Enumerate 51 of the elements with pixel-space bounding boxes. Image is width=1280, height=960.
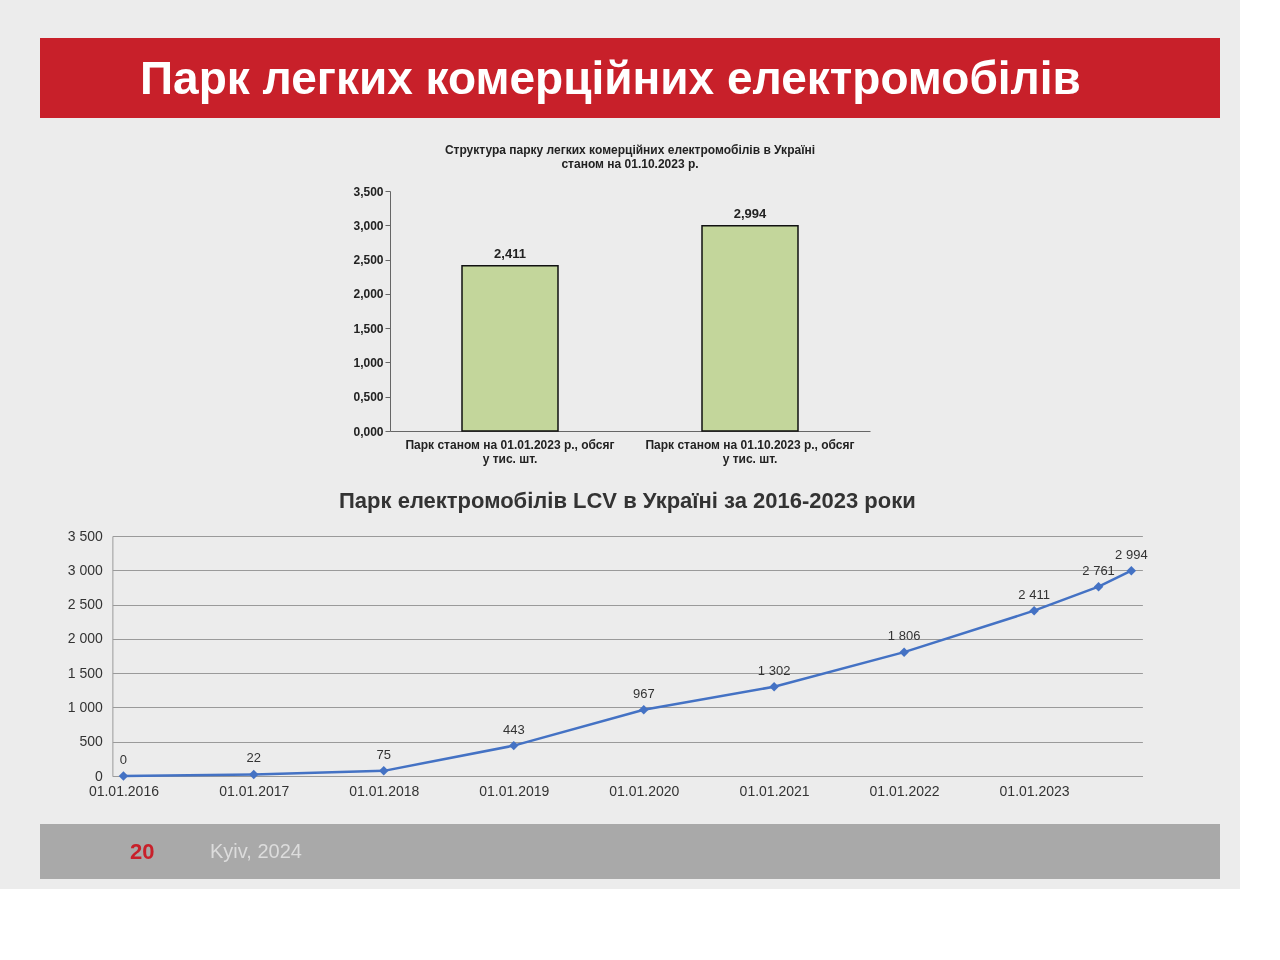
point: [769, 681, 779, 692]
y-tick-label: 1 000: [67, 698, 104, 715]
data-label: 2 411: [1018, 586, 1050, 602]
data-label: 967: [632, 685, 655, 701]
data-label: 443: [502, 721, 525, 737]
y-tick-label: 3 500: [67, 527, 104, 544]
data-label: 1 806: [887, 628, 921, 644]
x-tick-label: 01.01.2022: [869, 782, 940, 799]
point: [639, 704, 649, 715]
x-tick-label: 01.01.2016: [88, 782, 160, 799]
x-tick-label: 01.01.2018: [349, 782, 420, 799]
y-tick-label: 1 500: [67, 664, 104, 681]
y-tick-label: 3 000: [67, 561, 104, 578]
data-label: 0: [119, 752, 128, 767]
y-tick-label: 1,000: [353, 355, 384, 370]
text: 20: [130, 839, 155, 864]
y-tick-label: 500: [79, 733, 104, 750]
x-tick-label: 01.01.2020: [609, 782, 680, 799]
y-tick-label: 3,000: [353, 218, 384, 233]
point: [899, 647, 909, 657]
text: Парк легких комерційних електромобілів: [140, 52, 1081, 104]
point: [509, 740, 519, 751]
y-tick-label: 2,000: [353, 287, 384, 302]
point: [1126, 565, 1137, 576]
point: [379, 766, 389, 776]
x-tick-label: 01.01.2021: [739, 782, 810, 799]
data-label: 75: [376, 746, 392, 762]
point: [249, 769, 259, 780]
data-label: 2 994: [1115, 546, 1148, 562]
y-tick-label: 2 500: [67, 596, 104, 613]
x-tick-label: 01.01.2017: [219, 782, 290, 799]
point: [1093, 581, 1104, 592]
x-tick-label: Парк станом на 01.10.2023 р., обсяг у тис. шт.: [645, 437, 855, 466]
x-tick-label: Парк станом на 01.01.2023 р., обсяг у тис. шт.: [405, 437, 615, 466]
data-label: 1 302: [757, 662, 791, 678]
data-label: 2,411: [494, 245, 526, 261]
y-tick-label: 2 000: [67, 630, 104, 647]
y-tick-label: 0: [95, 767, 104, 784]
data-label: 2 761: [1082, 562, 1115, 578]
x-tick-label: 01.01.2019: [479, 782, 550, 799]
chart-title: Парк електромобілів LCV в Україні за 2016-2023 роки: [339, 488, 916, 513]
data-label: 2,994: [733, 205, 768, 221]
point: [1029, 605, 1039, 616]
y-tick-label: 1,500: [353, 321, 384, 336]
x-tick-label: 01.01.2023: [999, 782, 1070, 799]
y-tick-label: 0,500: [353, 390, 384, 405]
data-label: 22: [246, 750, 262, 766]
chart-title: Структура парку легких комерційних електромобілів в Україні станом на 01.10.2023 р.: [444, 143, 816, 171]
y-tick-label: 0,000: [353, 424, 384, 439]
y-tick-label: 2,500: [353, 253, 384, 268]
y-tick-label: 3,500: [353, 184, 384, 199]
